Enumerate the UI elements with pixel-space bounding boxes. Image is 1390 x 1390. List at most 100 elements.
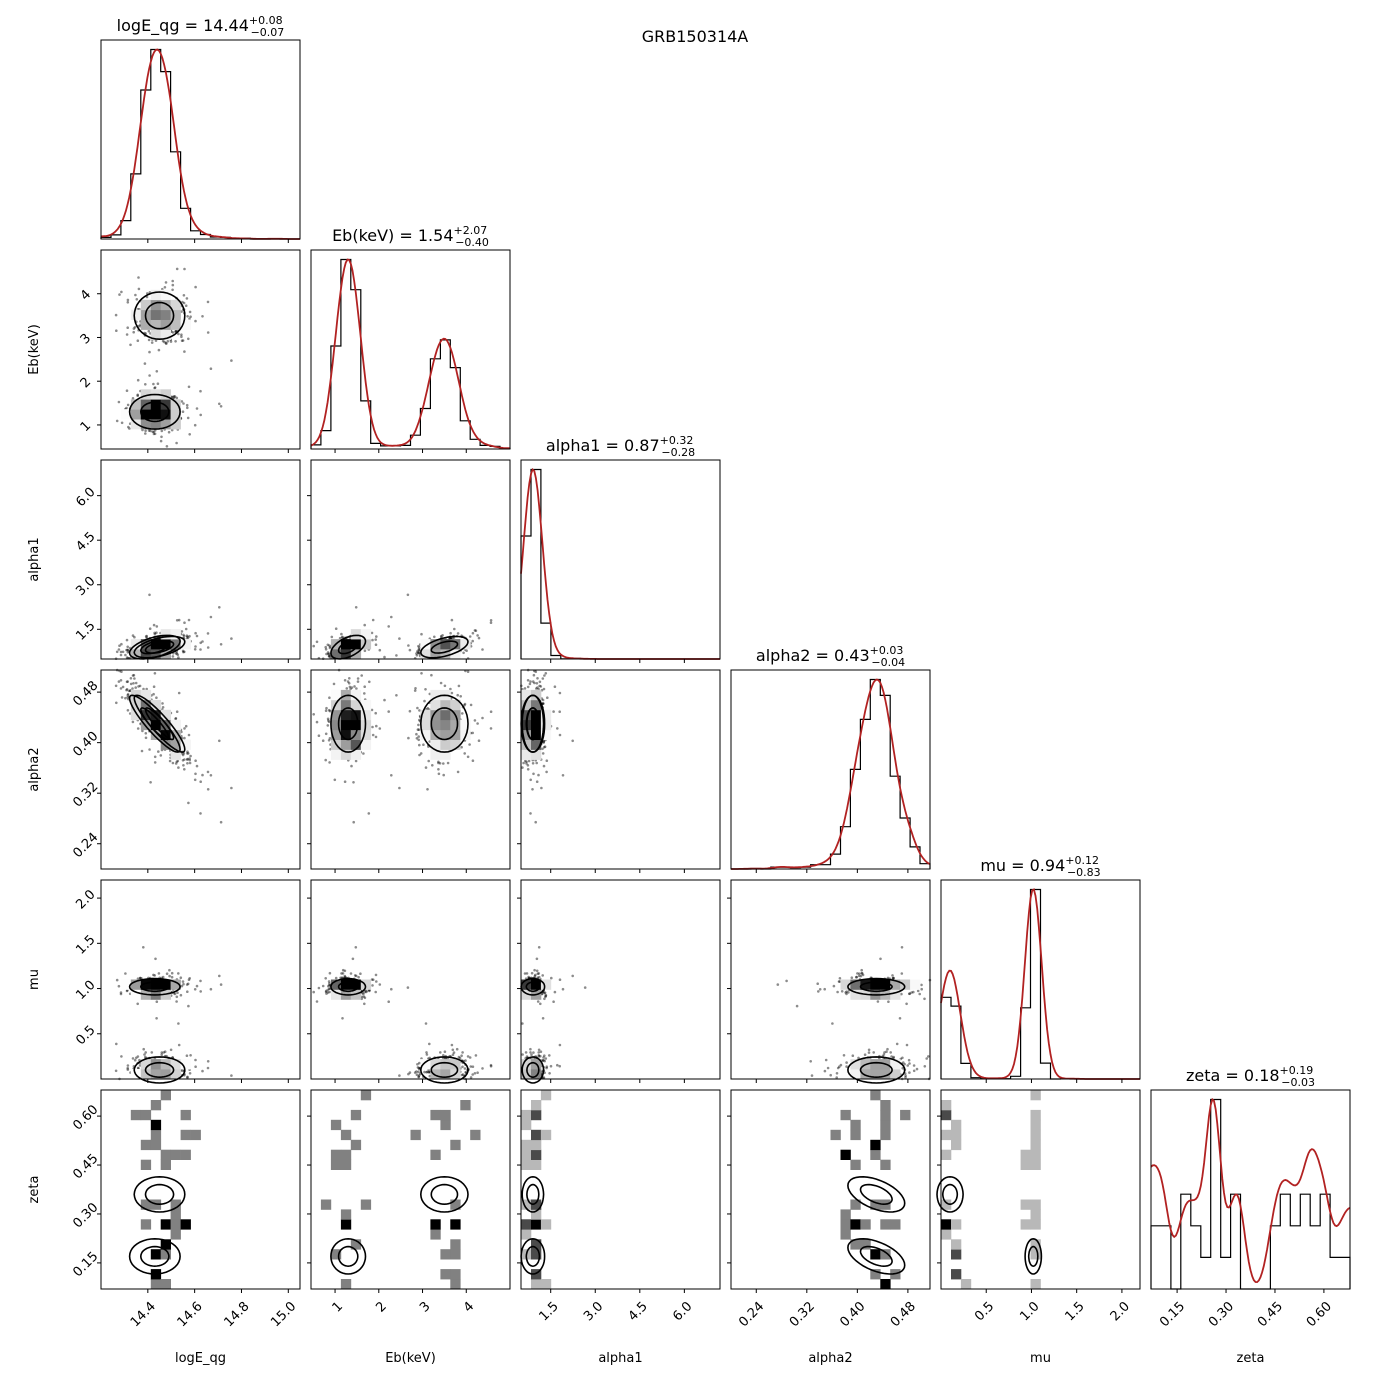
density-cell	[840, 1069, 851, 1080]
sample-point	[182, 650, 185, 654]
density-cell	[1030, 1199, 1041, 1210]
title-minus: −0.04	[871, 656, 905, 669]
density-cell	[890, 1219, 901, 1230]
density-cell	[430, 1149, 441, 1160]
sample-point	[143, 1053, 146, 1056]
sample-point	[545, 770, 548, 774]
sample-point	[117, 648, 121, 651]
density-cell	[170, 1149, 181, 1160]
sample-point	[199, 648, 202, 651]
y-tick-label: 1.0	[73, 978, 98, 1003]
sample-point	[126, 1068, 130, 1071]
density-cell	[350, 729, 362, 740]
sample-point	[327, 655, 331, 658]
panel-title-mu: mu = 0.94+0.12 −0.83	[980, 854, 1100, 879]
sample-point	[169, 340, 173, 343]
sample-point	[426, 1070, 429, 1074]
sample-point	[428, 1056, 432, 1060]
density-cell	[340, 699, 352, 711]
sample-point	[368, 680, 371, 684]
density-cell	[150, 1249, 162, 1260]
contour-level	[128, 1237, 181, 1275]
density-cell	[420, 719, 431, 731]
sample-point	[172, 395, 176, 398]
sample-point	[136, 1055, 140, 1058]
sample-point	[375, 635, 378, 638]
sample-point	[176, 759, 180, 763]
sample-point	[832, 984, 836, 988]
sample-point	[349, 972, 353, 975]
sample-point	[160, 1053, 163, 1056]
density-cell	[180, 739, 191, 750]
sample-point	[180, 984, 184, 988]
panel-alpha2-vs-Eb(keV)	[307, 668, 511, 873]
sample-point	[473, 629, 477, 632]
density-cell	[170, 719, 181, 731]
density-cell	[160, 399, 171, 410]
contour-level	[1027, 1245, 1039, 1268]
sample-point	[136, 977, 140, 980]
density-cell	[440, 1119, 451, 1131]
density-cell	[150, 719, 162, 731]
density-cell	[130, 399, 142, 410]
diagonal-panel-Eb(keV): Eb(keV) = 1.54+2.07 −0.40	[310, 224, 511, 453]
sample-point	[131, 687, 134, 690]
sample-point	[118, 644, 121, 647]
sample-point	[371, 638, 374, 642]
y-tick-label: 0.32	[70, 779, 101, 810]
density-cell	[1030, 1090, 1041, 1101]
density-cell	[450, 1279, 461, 1290]
title-minus: −0.07	[251, 26, 285, 39]
sample-point	[363, 623, 367, 627]
title-median: 1.54	[418, 226, 454, 245]
sample-point	[900, 972, 904, 975]
sample-point	[144, 432, 147, 435]
density-cell	[521, 689, 532, 701]
sample-point	[415, 732, 418, 736]
contour-level	[859, 981, 893, 993]
density-cell	[360, 639, 372, 650]
density-cell	[340, 1219, 352, 1230]
sample-point	[539, 1054, 542, 1058]
sample-point	[905, 1002, 908, 1006]
sample-point	[188, 310, 192, 314]
sample-point	[538, 684, 541, 688]
sample-point	[406, 986, 410, 989]
density-cell	[150, 639, 162, 650]
sample-point	[188, 433, 191, 436]
density-cell	[410, 1129, 421, 1141]
sample-point	[476, 1071, 479, 1074]
sample-point	[461, 1065, 464, 1069]
density-cell	[170, 1209, 181, 1220]
sample-point	[187, 733, 191, 737]
sample-point	[912, 1069, 916, 1073]
density-cell	[150, 739, 162, 750]
sample-point	[541, 1059, 545, 1062]
density-cell	[450, 1239, 461, 1250]
density-cell	[870, 979, 881, 990]
sample-point	[350, 686, 354, 689]
contour-level	[133, 1175, 186, 1213]
sample-point	[143, 362, 147, 365]
y-tick-label: 0.45	[70, 1151, 101, 1182]
sample-point	[442, 773, 446, 777]
sample-point	[166, 340, 170, 343]
sample-point	[545, 759, 549, 762]
sample-point	[365, 989, 368, 993]
sample-point	[533, 681, 536, 685]
sample-point	[363, 996, 367, 1000]
contour-level	[139, 981, 170, 993]
sample-point	[180, 335, 183, 339]
sample-point	[126, 301, 130, 304]
sample-point	[185, 634, 189, 637]
sample-point	[526, 685, 530, 689]
panel-mu-vs-Eb(keV)	[307, 879, 511, 1084]
sample-point	[571, 739, 574, 743]
density-cell	[450, 639, 461, 650]
contour-level	[128, 393, 181, 430]
sample-point	[418, 718, 421, 722]
sample-point	[136, 378, 140, 382]
sample-point	[415, 654, 419, 657]
density-cell	[540, 719, 552, 731]
title-eq: =	[1006, 856, 1030, 875]
